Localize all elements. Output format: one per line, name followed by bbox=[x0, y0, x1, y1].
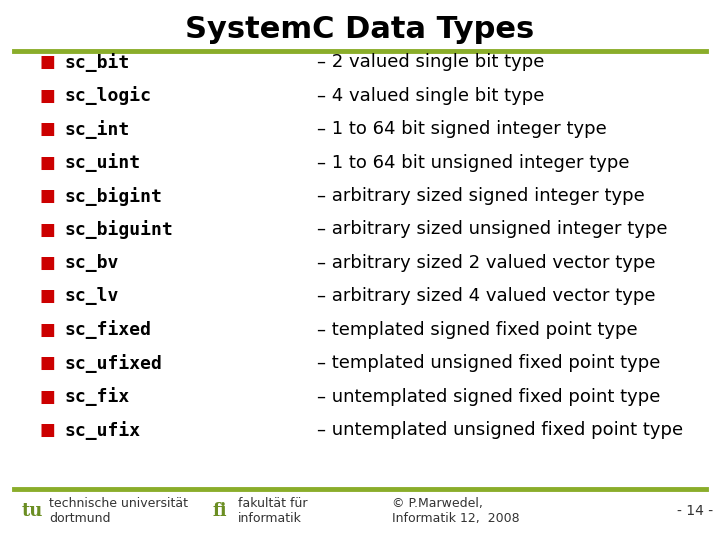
Text: sc_fixed: sc_fixed bbox=[65, 320, 152, 340]
Text: ■: ■ bbox=[40, 287, 55, 306]
Text: ■: ■ bbox=[40, 153, 55, 172]
Text: - 14 -: - 14 - bbox=[677, 504, 713, 518]
Text: sc_int: sc_int bbox=[65, 119, 130, 139]
Text: sc_bv: sc_bv bbox=[65, 254, 120, 272]
Text: sc_bigint: sc_bigint bbox=[65, 186, 163, 206]
Text: – arbitrary sized 4 valued vector type: – arbitrary sized 4 valued vector type bbox=[317, 287, 655, 306]
Text: – untemplated signed fixed point type: – untemplated signed fixed point type bbox=[317, 388, 660, 406]
Text: – 4 valued single bit type: – 4 valued single bit type bbox=[317, 86, 544, 105]
Text: © P.Marwedel,: © P.Marwedel, bbox=[392, 497, 483, 510]
Text: – 1 to 64 bit unsigned integer type: – 1 to 64 bit unsigned integer type bbox=[317, 153, 629, 172]
Text: Informatik 12,  2008: Informatik 12, 2008 bbox=[392, 512, 520, 525]
Text: ■: ■ bbox=[40, 321, 55, 339]
Text: – templated unsigned fixed point type: – templated unsigned fixed point type bbox=[317, 354, 660, 373]
Text: sc_biguint: sc_biguint bbox=[65, 220, 174, 239]
Text: – arbitrary sized 2 valued vector type: – arbitrary sized 2 valued vector type bbox=[317, 254, 655, 272]
Text: ■: ■ bbox=[40, 388, 55, 406]
Text: sc_uint: sc_uint bbox=[65, 153, 141, 172]
Text: – templated signed fixed point type: – templated signed fixed point type bbox=[317, 321, 637, 339]
Text: sc_ufix: sc_ufix bbox=[65, 421, 141, 440]
Text: sc_fix: sc_fix bbox=[65, 387, 130, 407]
Text: – 2 valued single bit type: – 2 valued single bit type bbox=[317, 53, 544, 71]
Text: – arbitrary sized signed integer type: – arbitrary sized signed integer type bbox=[317, 187, 644, 205]
Text: sc_ufixed: sc_ufixed bbox=[65, 354, 163, 373]
Text: ■: ■ bbox=[40, 421, 55, 440]
Text: SystemC Data Types: SystemC Data Types bbox=[185, 15, 535, 44]
Text: sc_lv: sc_lv bbox=[65, 287, 120, 306]
Text: informatik: informatik bbox=[238, 512, 302, 525]
Text: ■: ■ bbox=[40, 120, 55, 138]
Text: ■: ■ bbox=[40, 53, 55, 71]
Text: tu: tu bbox=[22, 502, 43, 520]
Text: ■: ■ bbox=[40, 187, 55, 205]
Text: ■: ■ bbox=[40, 86, 55, 105]
Text: sc_logic: sc_logic bbox=[65, 86, 152, 105]
Text: – untemplated unsigned fixed point type: – untemplated unsigned fixed point type bbox=[317, 421, 683, 440]
Text: sc_bit: sc_bit bbox=[65, 52, 130, 72]
Text: – arbitrary sized unsigned integer type: – arbitrary sized unsigned integer type bbox=[317, 220, 667, 239]
Text: ■: ■ bbox=[40, 220, 55, 239]
Text: fakultät für: fakultät für bbox=[238, 497, 307, 510]
Text: ■: ■ bbox=[40, 354, 55, 373]
Text: fi: fi bbox=[212, 502, 227, 520]
Text: dortmund: dortmund bbox=[49, 512, 110, 525]
Text: – 1 to 64 bit signed integer type: – 1 to 64 bit signed integer type bbox=[317, 120, 606, 138]
Text: technische universität: technische universität bbox=[49, 497, 188, 510]
Text: ■: ■ bbox=[40, 254, 55, 272]
